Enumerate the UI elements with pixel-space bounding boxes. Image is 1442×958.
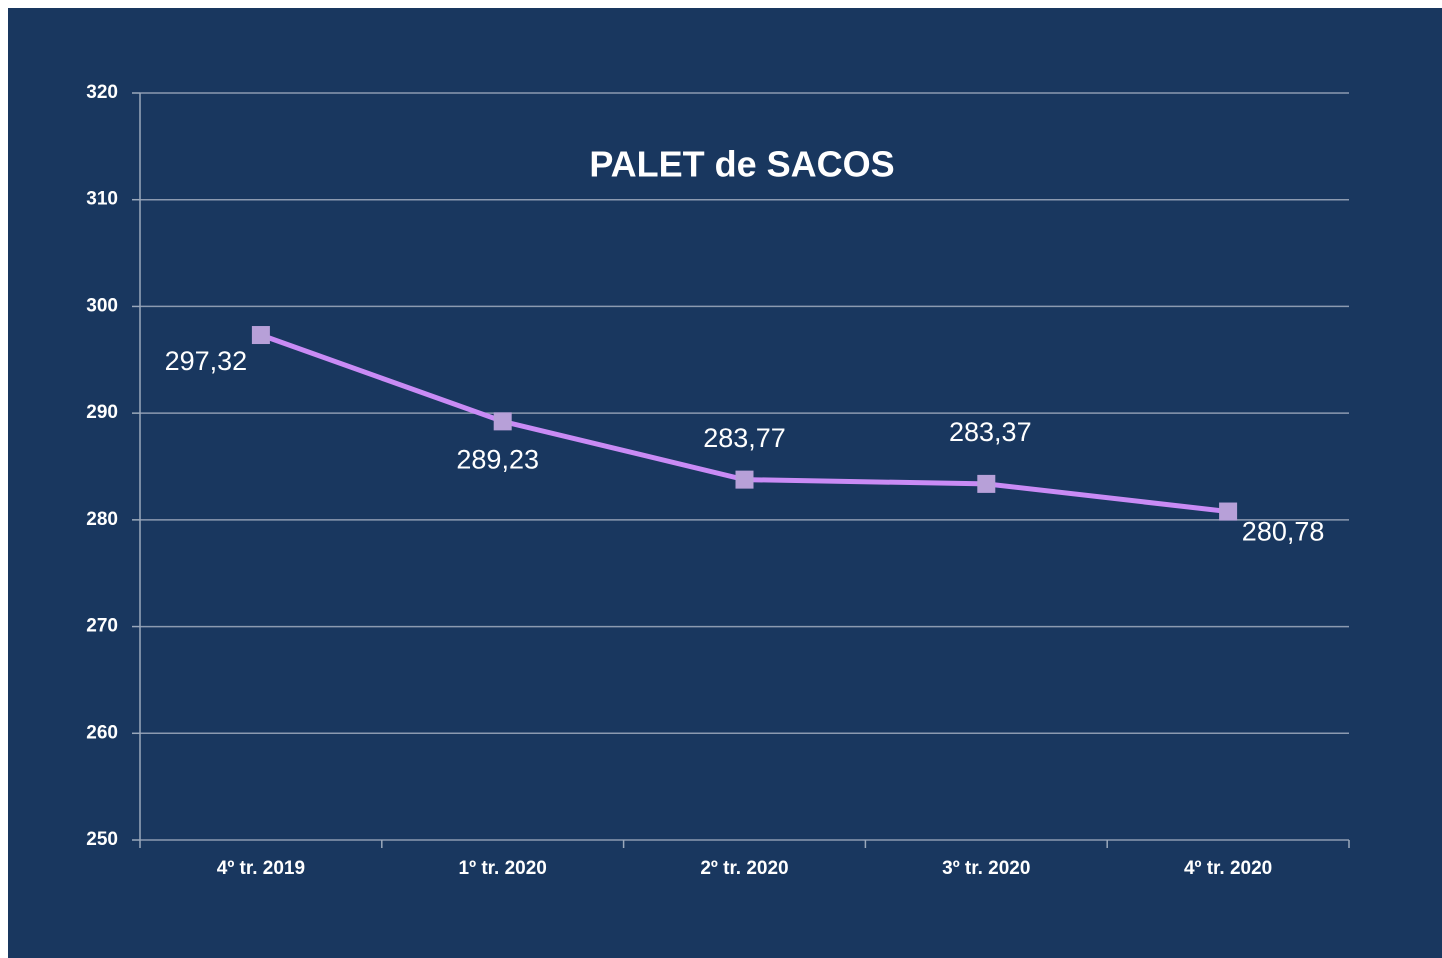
x-tick-label: 4º tr. 2020 — [1184, 858, 1272, 879]
x-tick-label: 2º tr. 2020 — [700, 858, 788, 879]
value-label: 283,37 — [949, 417, 1032, 447]
marker — [251, 326, 270, 345]
marker — [977, 474, 996, 493]
y-tick-label: 300 — [86, 295, 118, 316]
x-tick-label: 3º tr. 2020 — [942, 858, 1030, 879]
chart-title: PALET de SACOS — [589, 144, 894, 185]
y-tick-label: 320 — [86, 82, 118, 103]
marker — [1219, 502, 1238, 521]
y-tick-label: 250 — [86, 829, 118, 850]
value-label: 283,77 — [703, 423, 786, 453]
y-tick-label: 280 — [86, 509, 118, 530]
y-tick-label: 310 — [86, 189, 118, 210]
marker — [493, 412, 512, 431]
x-tick-label: 1º tr. 2020 — [459, 858, 547, 879]
x-tick-label: 4º tr. 2019 — [217, 858, 305, 879]
value-label: 280,78 — [1242, 517, 1325, 547]
marker — [735, 470, 754, 489]
y-tick-label: 270 — [86, 616, 118, 637]
y-tick-label: 260 — [86, 722, 118, 743]
value-label: 289,23 — [456, 444, 539, 474]
value-label: 297,32 — [165, 346, 248, 376]
y-tick-label: 290 — [86, 402, 118, 423]
background — [8, 8, 1442, 958]
